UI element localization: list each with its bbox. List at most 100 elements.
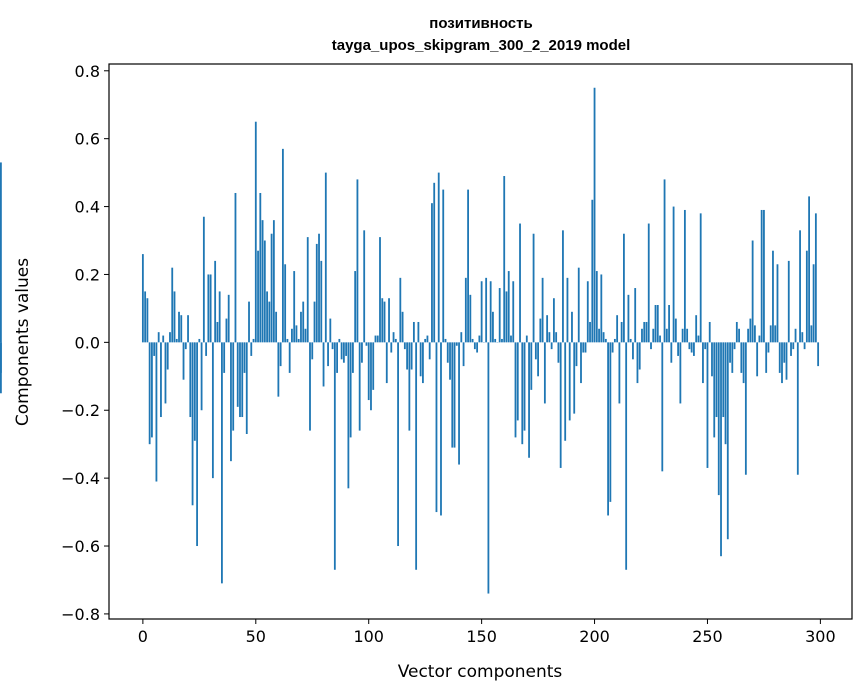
bar [399, 277, 402, 343]
bar [417, 321, 420, 343]
bar [225, 318, 228, 343]
bar [512, 281, 515, 343]
bar [566, 277, 569, 343]
bar [790, 342, 792, 356]
bar [440, 342, 442, 516]
bar [406, 342, 409, 370]
bar [460, 332, 463, 343]
bar [751, 240, 754, 343]
bar [419, 342, 422, 377]
bar [232, 342, 235, 431]
bar [227, 294, 230, 343]
bar [376, 335, 379, 343]
bar [744, 342, 747, 475]
bar [801, 332, 804, 343]
bar [281, 148, 284, 343]
bar [268, 301, 271, 343]
x-tick-label: 250 [692, 627, 723, 646]
bar [613, 338, 616, 343]
bar [636, 342, 639, 384]
bar [449, 342, 451, 380]
bar [0, 342, 2, 394]
bar [340, 342, 343, 360]
bar [370, 342, 372, 411]
bar [575, 342, 578, 367]
bar [390, 342, 393, 353]
y-tick-label: 0.2 [75, 265, 100, 284]
bar [182, 342, 185, 380]
bar [451, 342, 454, 448]
bars-group [0, 87, 820, 594]
bar [778, 342, 781, 373]
bar [428, 342, 431, 360]
bar [753, 325, 756, 343]
bar [169, 332, 171, 343]
plot-frame [108, 63, 853, 620]
bar [453, 342, 456, 448]
bar [333, 342, 336, 570]
bar [532, 233, 535, 343]
bar [600, 274, 603, 343]
bar [618, 342, 621, 404]
bar [157, 332, 160, 343]
bar [313, 301, 316, 343]
bar [198, 338, 201, 343]
bar [573, 342, 576, 414]
bar [315, 243, 318, 343]
bar [697, 335, 700, 343]
bar [571, 311, 573, 343]
bar [711, 342, 713, 377]
bar [595, 271, 598, 343]
bar [501, 338, 503, 343]
bar [478, 335, 481, 343]
bar [175, 338, 178, 343]
bar [155, 342, 158, 482]
bar [293, 271, 296, 343]
bar [674, 318, 677, 343]
bar [342, 342, 345, 363]
bar [437, 172, 440, 343]
bar [638, 342, 641, 370]
bar [489, 281, 492, 343]
bar [324, 172, 327, 343]
bar [550, 342, 553, 350]
bar [643, 321, 646, 343]
bar [166, 342, 169, 370]
bar [781, 342, 783, 384]
x-tick-label: 300 [805, 627, 836, 646]
bar [354, 271, 357, 343]
bar [742, 342, 745, 384]
bar [519, 223, 521, 343]
bar [537, 342, 539, 377]
bar [254, 121, 257, 343]
bar [627, 294, 630, 343]
bar [221, 342, 223, 584]
bar [266, 291, 268, 343]
bar [729, 342, 731, 363]
bar [810, 325, 813, 343]
bar [552, 298, 555, 343]
bar [679, 342, 682, 404]
bar [415, 342, 418, 570]
bar [286, 338, 289, 343]
bar [146, 298, 149, 343]
bar [367, 342, 370, 401]
bar [557, 342, 560, 363]
bar [410, 342, 413, 370]
bar [304, 328, 307, 343]
bar [435, 342, 438, 513]
bar [763, 209, 765, 343]
bar [498, 288, 501, 343]
bar [720, 342, 722, 557]
bar [431, 203, 433, 343]
bar [275, 311, 278, 343]
bar [541, 277, 544, 343]
bar [726, 342, 729, 540]
bar [422, 342, 424, 384]
bar [297, 338, 300, 343]
bar [772, 250, 774, 343]
bar [392, 332, 395, 343]
bar [241, 342, 244, 418]
bar [412, 321, 415, 343]
